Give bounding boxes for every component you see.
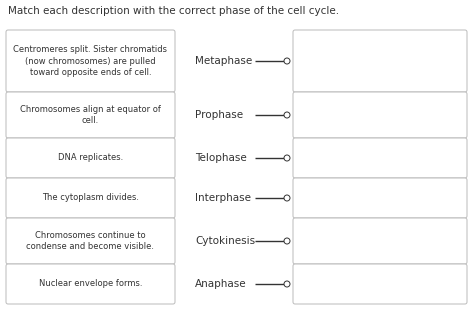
FancyBboxPatch shape <box>293 218 467 264</box>
Circle shape <box>284 155 290 161</box>
FancyBboxPatch shape <box>293 264 467 304</box>
Text: Telophase: Telophase <box>195 153 247 163</box>
Text: Prophase: Prophase <box>195 110 243 120</box>
Text: Nuclear envelope forms.: Nuclear envelope forms. <box>39 280 142 289</box>
Text: Chromosomes align at equator of
cell.: Chromosomes align at equator of cell. <box>20 105 161 125</box>
Text: Anaphase: Anaphase <box>195 279 246 289</box>
Circle shape <box>284 195 290 201</box>
FancyBboxPatch shape <box>6 178 175 218</box>
FancyBboxPatch shape <box>6 30 175 92</box>
FancyBboxPatch shape <box>6 138 175 178</box>
Text: The cytoplasm divides.: The cytoplasm divides. <box>42 193 139 202</box>
Text: Centromeres split. Sister chromatids
(now chromosomes) are pulled
toward opposit: Centromeres split. Sister chromatids (no… <box>13 45 167 77</box>
Text: Cytokinesis: Cytokinesis <box>195 236 255 246</box>
Circle shape <box>284 112 290 118</box>
Text: Metaphase: Metaphase <box>195 56 252 66</box>
Text: DNA replicates.: DNA replicates. <box>58 153 123 162</box>
Circle shape <box>284 238 290 244</box>
Circle shape <box>284 281 290 287</box>
FancyBboxPatch shape <box>293 138 467 178</box>
FancyBboxPatch shape <box>6 264 175 304</box>
Text: Interphase: Interphase <box>195 193 251 203</box>
Circle shape <box>284 58 290 64</box>
FancyBboxPatch shape <box>6 92 175 138</box>
Text: Match each description with the correct phase of the cell cycle.: Match each description with the correct … <box>8 6 339 16</box>
Text: Chromosomes continue to
condense and become visible.: Chromosomes continue to condense and bec… <box>27 231 155 251</box>
FancyBboxPatch shape <box>6 218 175 264</box>
FancyBboxPatch shape <box>293 92 467 138</box>
FancyBboxPatch shape <box>293 178 467 218</box>
FancyBboxPatch shape <box>293 30 467 92</box>
